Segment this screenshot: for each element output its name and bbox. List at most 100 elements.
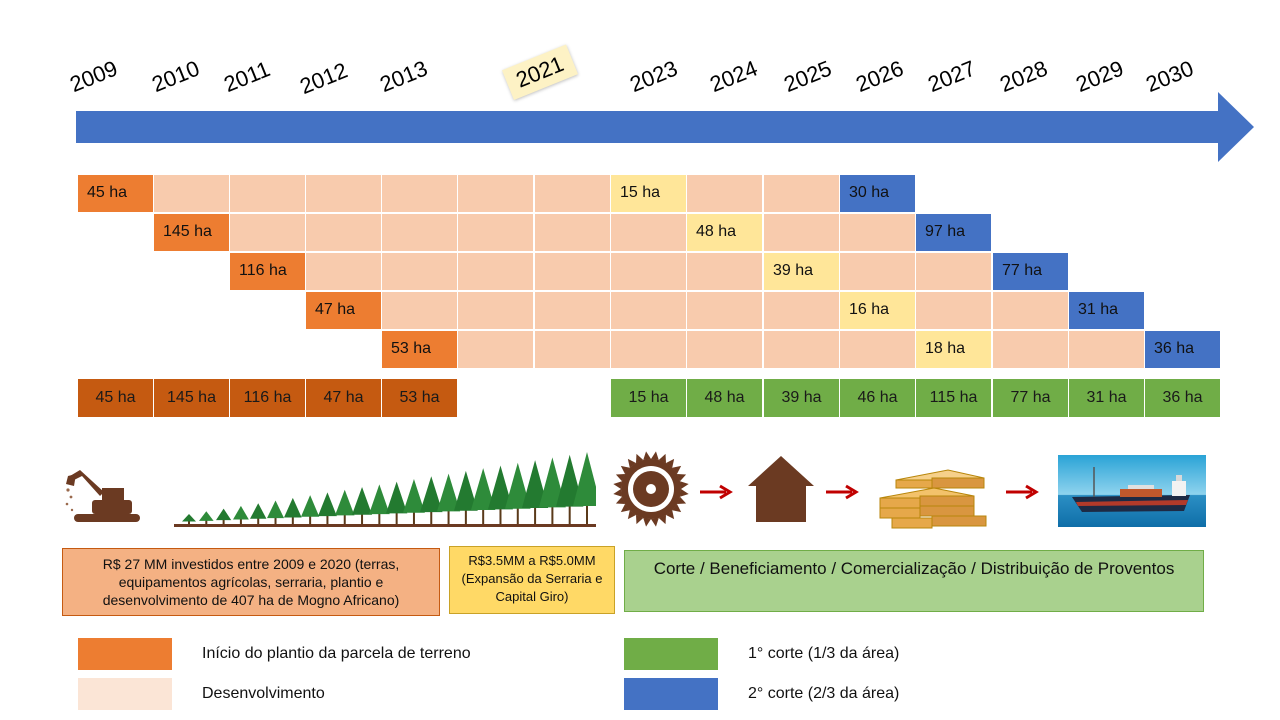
tree-shape	[403, 478, 425, 524]
grid-cell-development	[535, 331, 611, 369]
planting-total-cell: 53 ha	[382, 379, 458, 417]
grid-cell-development	[458, 292, 534, 330]
grid-cell-development	[230, 214, 306, 252]
tree-shape	[539, 457, 566, 524]
grid-cell-second-cut: 77 ha	[993, 253, 1069, 291]
tree-shape	[182, 514, 196, 524]
harvest-total-cell: 46 ha	[840, 379, 916, 417]
grid-cell-development	[764, 214, 840, 252]
grid-cell-development	[840, 214, 916, 252]
grid-cell-development	[306, 175, 382, 213]
grid-cell-development	[458, 214, 534, 252]
grid-cell-development	[993, 292, 1069, 330]
expansion-text: R$3.5MM a R$5.0MM (Expansão da Serraria …	[461, 553, 603, 604]
saw-blade-icon	[613, 451, 689, 527]
legend-swatch-development	[78, 678, 172, 710]
grid-cell-planting: 116 ha	[230, 253, 306, 291]
legend-swatch-planting	[78, 638, 172, 670]
grid-cell-second-cut: 36 ha	[1145, 331, 1221, 369]
grid-cell-development	[764, 175, 840, 213]
grid-cell-development	[687, 253, 763, 291]
legend-label-second-cut: 2° corte (2/3 da área)	[748, 685, 900, 702]
grid-cell-development	[687, 331, 763, 369]
tree-shape	[199, 511, 214, 524]
grid-cell-development	[306, 253, 382, 291]
investment-text: R$ 27 MM investidos entre 2009 e 2020 (t…	[102, 556, 400, 608]
tree-shape	[352, 487, 373, 524]
grid-cell-development	[535, 292, 611, 330]
grid-cell-first-cut: 39 ha	[764, 253, 840, 291]
planting-total-cell: 47 ha	[306, 379, 382, 417]
harvest-total-cell: 15 ha	[611, 379, 687, 417]
grid-cell-development	[230, 175, 306, 213]
grid-cell-development	[840, 253, 916, 291]
grid-cell-development	[764, 292, 840, 330]
house-icon	[748, 456, 814, 522]
tree-shape	[216, 508, 232, 524]
tree-shape	[284, 497, 302, 524]
grid-cell-development	[840, 331, 916, 369]
grid-cell-development	[687, 175, 763, 213]
legend-label-first-cut: 1° corte (1/3 da área)	[748, 645, 900, 662]
arrow-right-icon	[700, 484, 733, 500]
planting-total-cell: 45 ha	[78, 379, 154, 417]
grid-cell-development	[458, 175, 534, 213]
tree-line-icon	[174, 452, 596, 527]
excavator-icon	[65, 470, 140, 522]
harvest-box: Corte / Beneficiamento / Comercialização…	[624, 550, 1204, 612]
grid-cell-development	[611, 331, 687, 369]
tree-shape	[318, 492, 337, 524]
tree-shape	[488, 465, 513, 524]
legend-swatch-second-cut	[624, 678, 718, 710]
tree-shape	[505, 462, 531, 524]
timeline-arrow	[76, 92, 1254, 162]
tree-shape	[369, 484, 390, 524]
grid-cell-development	[687, 292, 763, 330]
grid-cell-development	[611, 292, 687, 330]
grid-cell-first-cut: 48 ha	[687, 214, 763, 252]
grid-cell-first-cut: 18 ha	[916, 331, 992, 369]
grid-cell-development	[611, 253, 687, 291]
grid-cell-planting: 45 ha	[78, 175, 154, 213]
arrow-right-icon	[826, 484, 859, 500]
grid-cell-development	[458, 253, 534, 291]
tree-shape	[522, 460, 549, 524]
tree-shape	[250, 503, 267, 524]
tree-shape	[437, 473, 461, 524]
grid-cell-development	[382, 214, 458, 252]
tree-shape	[335, 489, 355, 524]
tree-shape	[267, 500, 285, 524]
harvest-text: Corte / Beneficiamento / Comercialização…	[653, 559, 1175, 578]
grid-cell-planting: 145 ha	[154, 214, 230, 252]
grid-cell-development	[993, 331, 1069, 369]
grid-cell-development	[1069, 331, 1145, 369]
harvest-total-cell: 36 ha	[1145, 379, 1221, 417]
lumber-icon	[879, 469, 987, 529]
harvest-total-cell: 115 ha	[916, 379, 992, 417]
grid-cell-development	[916, 253, 992, 291]
planting-total-cell: 145 ha	[154, 379, 230, 417]
grid-cell-first-cut: 15 ha	[611, 175, 687, 213]
tree-shape	[301, 495, 320, 524]
grid-cell-second-cut: 30 ha	[840, 175, 916, 213]
grid-cell-development	[382, 292, 458, 330]
legend-label-planting: Início do plantio da parcela de terreno	[202, 645, 471, 662]
tree-shape	[420, 476, 443, 524]
harvest-total-cell: 77 ha	[993, 379, 1069, 417]
grid-cell-development	[764, 331, 840, 369]
tree-shape	[386, 481, 408, 524]
harvest-total-cell: 39 ha	[764, 379, 840, 417]
grid-cell-development	[382, 175, 458, 213]
grid-cell-development	[611, 214, 687, 252]
harvest-total-cell: 31 ha	[1069, 379, 1145, 417]
arrow-right-icon	[1006, 484, 1039, 500]
legend-swatch-first-cut	[624, 638, 718, 670]
tree-shape	[454, 470, 478, 524]
tree-shape	[233, 505, 249, 524]
ground-line	[174, 524, 596, 527]
grid-cell-development	[535, 253, 611, 291]
grid-cell-development	[154, 175, 230, 213]
tree-shape	[573, 452, 596, 524]
grid-cell-development	[535, 214, 611, 252]
grid-cell-second-cut: 31 ha	[1069, 292, 1145, 330]
